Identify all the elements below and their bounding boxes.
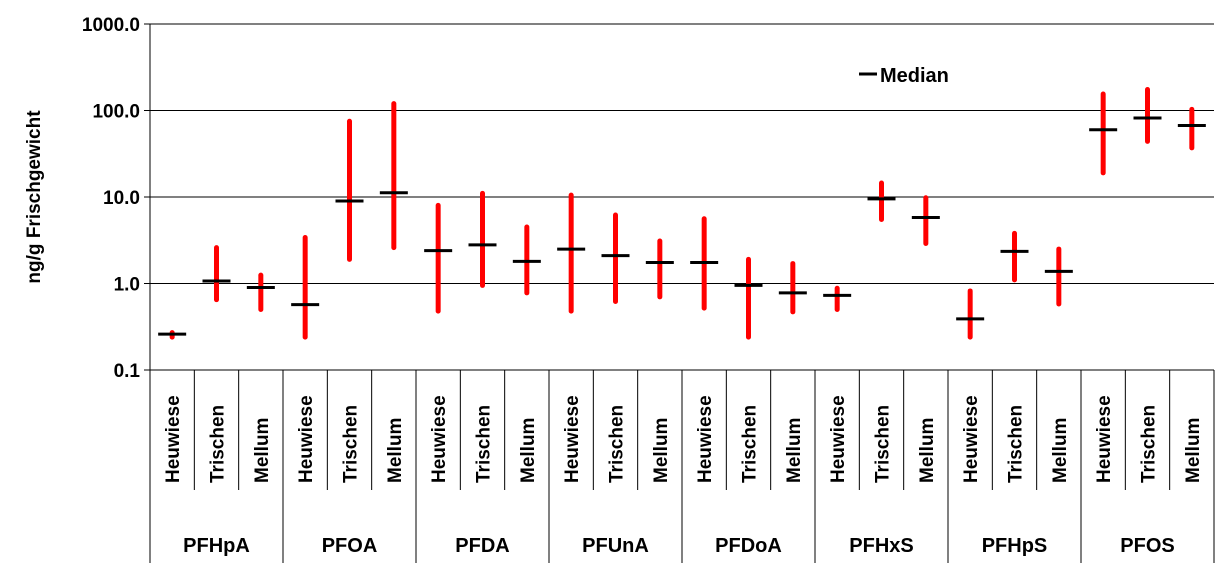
legend: Median (859, 65, 949, 87)
site-label: Heuwiese (961, 395, 982, 483)
gridlines (150, 23, 1214, 371)
site-label: Trischen (1139, 405, 1160, 483)
y-axis-title: ng/g Frischgewicht (24, 110, 45, 284)
axes: 0.1 1.0 10.0 100.0 1000.0 (82, 15, 151, 382)
group-label: PFDoA (715, 535, 782, 557)
site-label: Mellum (917, 418, 938, 483)
site-label: Heuwiese (828, 395, 849, 483)
x-axis-categories: PFHpA Heuwiese Trischen Mellum PFOA Heuwiese T… (149, 370, 1215, 563)
group-label: PFHpS (982, 535, 1048, 557)
site-label: Heuwiese (695, 395, 716, 483)
group-label: PFUnA (582, 535, 649, 557)
site-label: Mellum (252, 418, 273, 483)
group-label: PFOS (1120, 535, 1174, 557)
site-label: Trischen (474, 405, 495, 483)
site-label: Mellum (1050, 418, 1071, 483)
site-label: Mellum (651, 418, 672, 483)
site-label: Trischen (873, 405, 894, 483)
group-label: PFHxS (849, 535, 913, 557)
site-label: Trischen (740, 405, 761, 483)
site-label: Trischen (1006, 405, 1027, 483)
group-label: PFOA (322, 535, 378, 557)
group-label: PFHpA (183, 535, 250, 557)
site-label: Mellum (1183, 418, 1204, 483)
site-label: Heuwiese (296, 395, 317, 483)
y-tick-label: 1.0 (114, 275, 140, 296)
site-label: Heuwiese (1094, 395, 1115, 483)
site-label: Trischen (341, 405, 362, 483)
range-bars (158, 86, 1206, 340)
site-label: Mellum (385, 418, 406, 483)
legend-label: Median (880, 65, 949, 87)
site-label: Heuwiese (163, 395, 184, 483)
site-label: Mellum (518, 418, 539, 483)
site-label: Trischen (607, 405, 628, 483)
y-tick-label: 0.1 (114, 361, 141, 382)
site-label: Heuwiese (562, 395, 583, 483)
y-tick-label: 1000.0 (82, 15, 140, 36)
y-tick-label: 10.0 (103, 188, 140, 209)
site-label: Heuwiese (429, 395, 450, 483)
site-label: Mellum (784, 418, 805, 483)
site-label: Trischen (208, 405, 229, 483)
y-tick-label: 100.0 (92, 102, 140, 123)
group-label: PFDA (455, 535, 509, 557)
